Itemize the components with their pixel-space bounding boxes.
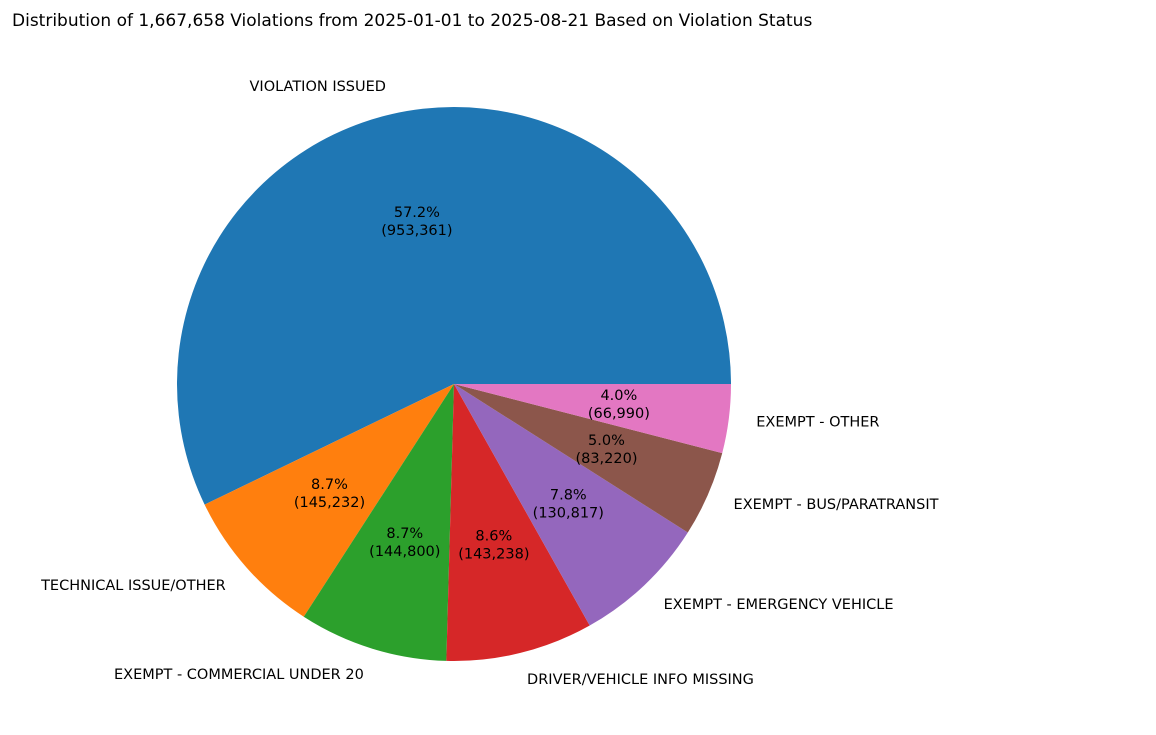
slice-pct-exempt-emergency-vehicle: 7.8% — [550, 488, 587, 504]
pie-slices — [177, 107, 731, 662]
slice-count-technical-issue-other: (145,232) — [294, 495, 365, 511]
slice-pct-violation-issued: 57.2% — [394, 205, 440, 221]
pie-slice-technical-issue-other — [204, 384, 454, 617]
slice-label-driver-vehicle-info-missing: DRIVER/VEHICLE INFO MISSING — [527, 672, 754, 688]
slice-label-exempt-commercial-under-20: EXEMPT - COMMERCIAL UNDER 20 — [114, 667, 364, 683]
slice-count-driver-vehicle-info-missing: (143,238) — [458, 546, 529, 562]
slice-label-exempt-emergency-vehicle: EXEMPT - EMERGENCY VEHICLE — [664, 597, 894, 613]
slice-count-exempt-other: (66,990) — [588, 406, 650, 422]
pie-labels: VIOLATION ISSUED 57.2% (953,361) TECHNICAL … — [40, 79, 939, 688]
slice-label-exempt-bus-paratransit: EXEMPT - BUS/PARATRANSIT — [734, 497, 939, 513]
slice-count-exempt-commercial-under-20: (144,800) — [369, 544, 440, 560]
slice-pct-exempt-bus-paratransit: 5.0% — [588, 433, 625, 449]
pie-slice-violation-issued — [177, 107, 731, 505]
slice-count-violation-issued: (953,361) — [381, 223, 452, 239]
slice-count-exempt-emergency-vehicle: (130,817) — [533, 506, 604, 522]
slice-label-exempt-other: EXEMPT - OTHER — [756, 414, 879, 430]
slice-pct-technical-issue-other: 8.7% — [311, 477, 348, 493]
slice-pct-driver-vehicle-info-missing: 8.6% — [475, 528, 512, 544]
slice-label-violation-issued: VIOLATION ISSUED — [250, 79, 386, 95]
slice-pct-exempt-commercial-under-20: 8.7% — [386, 526, 423, 542]
slice-pct-exempt-other: 4.0% — [600, 388, 637, 404]
pie-slice-exempt-emergency-vehicle — [454, 384, 688, 626]
pie-slice-exempt-commercial-under-20 — [303, 384, 454, 661]
pie-slice-driver-vehicle-info-missing — [446, 384, 590, 662]
pie-slice-exempt-bus-paratransit — [454, 384, 723, 533]
slice-count-exempt-bus-paratransit: (83,220) — [575, 451, 637, 467]
pie-slice-exempt-other — [454, 384, 731, 454]
slice-label-technical-issue-other: TECHNICAL ISSUE/OTHER — [40, 578, 226, 594]
chart-title: Distribution of 1,667,658 Violations fro… — [12, 11, 813, 31]
